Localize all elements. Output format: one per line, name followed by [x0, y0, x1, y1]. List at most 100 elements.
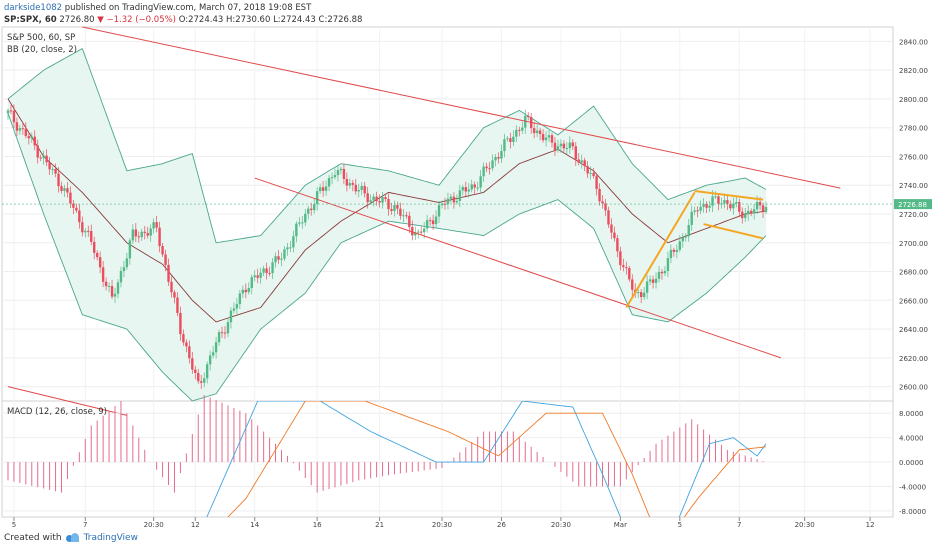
candle-body [390, 209, 393, 211]
candle-body [479, 176, 482, 188]
candle-body [211, 352, 215, 356]
candle-body [726, 200, 729, 205]
bb-basis-line [7, 98, 767, 323]
candle-body [583, 160, 586, 167]
candle-body [72, 203, 75, 208]
author-link[interactable]: darkside1082 [4, 3, 63, 13]
candle-body [220, 332, 224, 334]
candle-body [81, 222, 84, 233]
candle-body [223, 332, 227, 334]
candle-body [476, 187, 479, 189]
candle-body [170, 281, 173, 293]
candle-body [51, 169, 54, 171]
candle-body [553, 142, 557, 150]
time-tick-label: 26 [497, 521, 506, 529]
candle-body [232, 308, 236, 311]
last-price-label: 2726.88 [898, 201, 927, 209]
candle-body [607, 210, 610, 225]
candle-body [654, 278, 658, 283]
candle-body [381, 197, 384, 203]
candle-body [452, 196, 456, 203]
candle-body [396, 205, 399, 209]
price-tick-label: 2800.00 [899, 96, 928, 104]
candle-body [194, 369, 197, 373]
candle-body [185, 342, 188, 347]
candle-body [327, 178, 331, 187]
candle-body [286, 247, 289, 250]
candle-body [559, 143, 563, 147]
macd-tick-label: -8.0000 [899, 508, 926, 516]
macd-indicator-label[interactable]: MACD (12, 26, close, 9) [7, 407, 107, 417]
candle-body [176, 297, 179, 313]
macd-signal-line [227, 401, 767, 517]
published-text: published on TradingView.com, March 07, … [64, 3, 312, 13]
candle-body [467, 189, 470, 192]
candle-body [271, 262, 274, 274]
candle-body [348, 183, 352, 186]
last-price-badge [894, 199, 932, 210]
candle-body [182, 334, 185, 343]
candle-body [372, 196, 375, 201]
candle-body [330, 177, 334, 179]
series-title[interactable]: S&P 500, 60, SP [7, 33, 76, 43]
candle-body [509, 138, 512, 142]
candle-body [247, 288, 250, 293]
candle-body [12, 110, 16, 123]
candle-body [384, 197, 387, 200]
candle-body [678, 241, 682, 250]
ohlc-values: O:2724.43 H:2730.60 L:2724.43 C:2726.88 [178, 15, 363, 25]
candle-body [604, 203, 607, 211]
candle-body [399, 208, 402, 216]
candle-body [354, 184, 358, 192]
candle-body [437, 205, 441, 217]
candle-body [250, 277, 253, 289]
candle-body [541, 134, 545, 141]
candle-body [729, 204, 732, 209]
candle-body [414, 232, 417, 236]
tradingview-brand[interactable]: TradingView [83, 533, 138, 543]
candle-body [613, 232, 616, 239]
candle-body [503, 139, 506, 152]
candle-body [663, 270, 667, 274]
candle-body [146, 232, 149, 236]
candle-body [116, 282, 120, 294]
price-tick-label: 2820.00 [899, 67, 928, 75]
candle-body [592, 172, 595, 177]
candle-body [675, 249, 679, 252]
bb-lower-line [7, 113, 767, 402]
candle-body [208, 355, 212, 365]
candle-body [455, 200, 459, 203]
candle-body [318, 187, 322, 192]
candle-body [705, 203, 708, 208]
candle-body [363, 186, 366, 194]
candle-body [720, 203, 723, 205]
candle-body [755, 201, 759, 210]
candle-body [265, 268, 268, 273]
time-tick-label: 7 [83, 521, 87, 529]
candle-body [746, 210, 750, 215]
candle-body [128, 240, 132, 259]
candle-body [214, 342, 218, 353]
candle-body [134, 229, 138, 237]
candle-body [57, 173, 60, 187]
bull-flag-line [703, 223, 764, 240]
candle-body [696, 210, 699, 212]
candle-body [113, 293, 117, 297]
candle-body [616, 238, 619, 252]
bb-indicator-label[interactable]: BB (20, close, 2) [7, 45, 77, 55]
candle-body [93, 241, 96, 253]
candle-body [310, 208, 313, 211]
candle-body [491, 160, 494, 169]
candle-body [48, 162, 51, 170]
candle-body [738, 202, 741, 212]
candle-body [547, 135, 551, 138]
candle-body [595, 176, 598, 189]
candle-body [27, 136, 31, 139]
candle-body [568, 142, 572, 149]
candle-body [521, 127, 524, 131]
time-tick-label: 20:30 [551, 521, 571, 529]
time-tick-label: 12 [191, 521, 200, 529]
candle-body [140, 231, 143, 238]
time-tick-label: 7 [737, 521, 741, 529]
